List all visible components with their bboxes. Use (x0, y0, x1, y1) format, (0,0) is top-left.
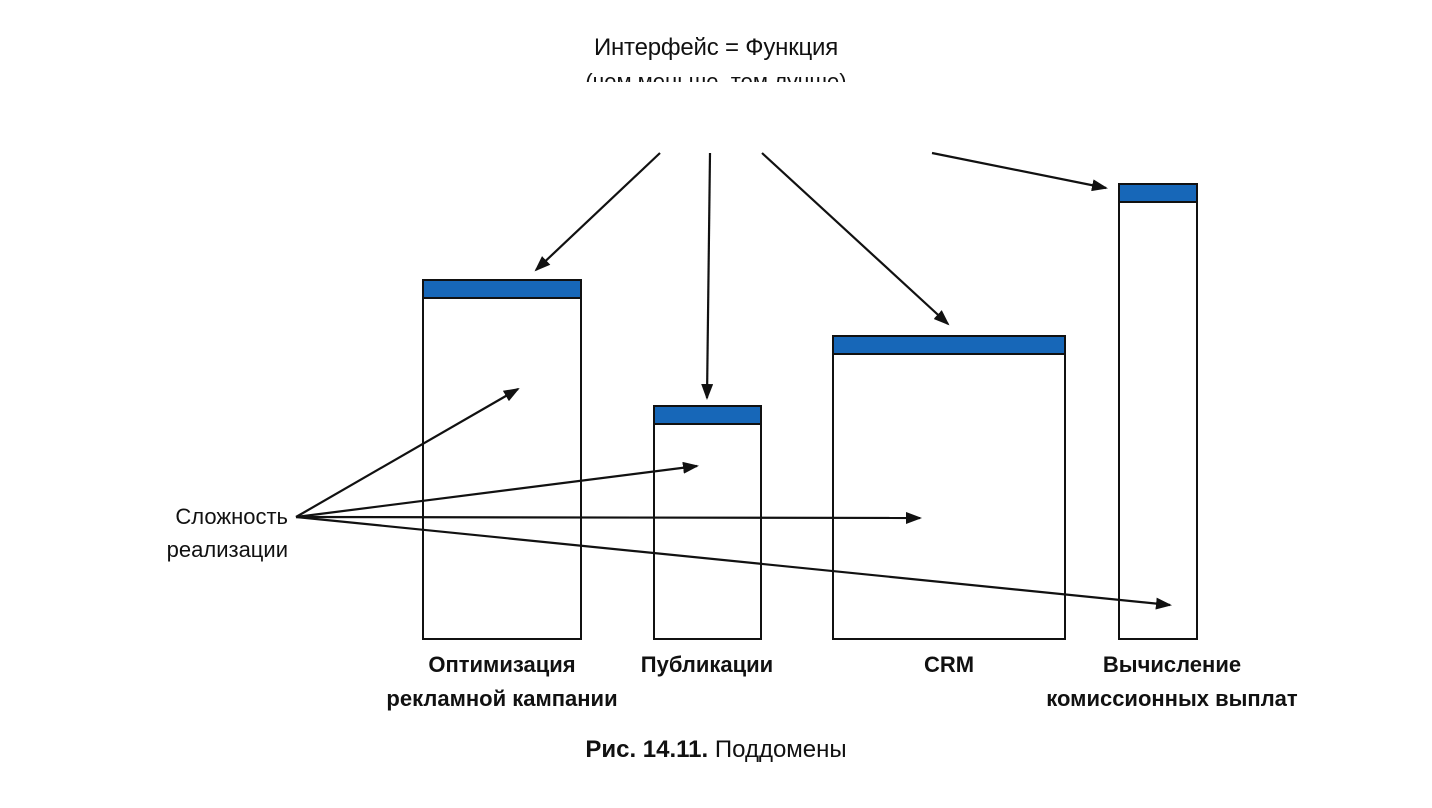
subdomain-bar-crm (832, 335, 1066, 640)
complexity-label: Сложность реализации (120, 500, 288, 566)
subdomain-bar-commissions (1118, 183, 1198, 640)
interface-arrow-commissions (931, 151, 1108, 192)
subdomain-label-line1: CRM (923, 652, 975, 677)
figure-caption: Рис. 14.11. Поддомены (0, 736, 1432, 764)
subdomain-label-crm: CRM (869, 648, 1029, 682)
complexity-label-line2: реализации (166, 537, 288, 562)
subdomain-label-line2: рекламной кампании (386, 686, 618, 711)
complexity-label-line1: Сложность (175, 504, 288, 529)
complexity-arrow-commissions (295, 515, 1172, 610)
subdomain-label-line1: Вычисление (1102, 652, 1242, 677)
subdomain-label-publications: Публикации (607, 648, 807, 682)
interface-subtitle: (чем меньше, тем лучше) (585, 69, 847, 82)
interface-arrow-ad-optimization (534, 152, 661, 272)
interface-arrow-crm (761, 152, 950, 326)
figure-number: Рис. 14.11. (585, 736, 709, 763)
subdomain-label-line1: Оптимизация (428, 652, 576, 677)
interface-cap (424, 281, 580, 299)
subdomain-label-line1: Публикации (640, 652, 774, 677)
complexity-arrow-publications (295, 461, 699, 519)
subdomain-label-ad-optimization: Оптимизация рекламной кампании (352, 648, 652, 716)
subdomain-label-commissions: Вычисление комиссионных выплат (1012, 648, 1332, 716)
interface-cap (1120, 185, 1196, 203)
figure-title: Поддомены (714, 736, 847, 763)
interface-cap (655, 407, 760, 425)
complexity-arrow-crm (295, 511, 922, 524)
subdomain-label-line2: комиссионных выплат (1046, 686, 1298, 711)
interface-function-label: Интерфейс = Функция (593, 34, 839, 61)
interface-arrow-publications (701, 152, 714, 400)
interface-subtitle-clip: (чем меньше, тем лучше) (0, 62, 1432, 82)
subdomain-bar-ad-optimization (422, 279, 582, 640)
interface-cap (834, 337, 1064, 355)
complexity-arrow-ad-optimization (295, 388, 520, 518)
subdomain-bar-publications (653, 405, 762, 640)
